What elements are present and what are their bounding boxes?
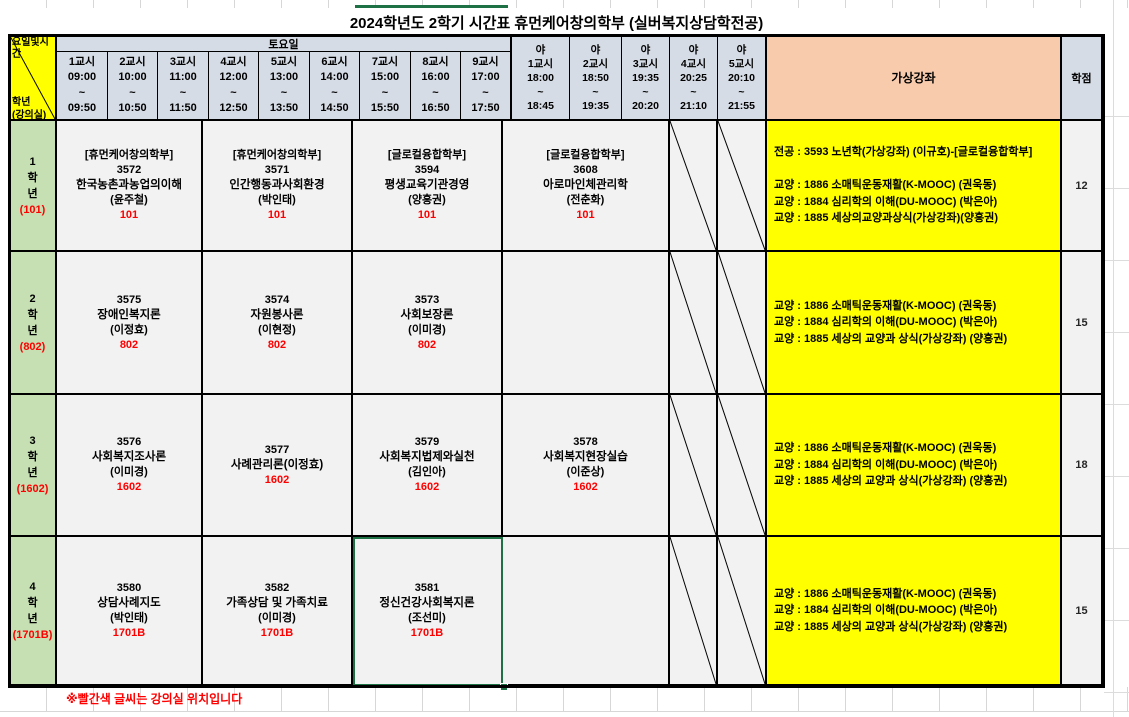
virtual-lecture-cell[interactable]: 교양 : 1886 소매틱운동재활(K-MOOC) (권욱동) 교양 : 188… bbox=[767, 395, 1062, 537]
class-cell[interactable]: 3575 장애인복지론 (이정효) 802 bbox=[57, 252, 203, 395]
empty-slot-cell[interactable] bbox=[670, 121, 718, 252]
class-cell[interactable]: [글로컬융합학부] 3608 아로마인체관리학 (전춘화) 101 bbox=[503, 121, 670, 252]
selected-column-indicator bbox=[355, 5, 508, 8]
night-period-5-header[interactable]: 야 5교시 20:10 ~21:55 bbox=[718, 36, 767, 121]
class-cell[interactable]: 3573 사회보장론 (이미경) 802 bbox=[353, 252, 503, 395]
diagonal-line-icon bbox=[718, 121, 765, 250]
corner-grade-label: 학년 (강의실) bbox=[12, 97, 47, 121]
class-cell[interactable]: [휴먼케어창의학부] 3572 한국농촌과농업의이해 (윤주철) 101 bbox=[57, 121, 203, 252]
footer-note: ※빨간색 글씨는 강의실 위치입니다 bbox=[66, 692, 243, 706]
period-1-header[interactable]: 1교시 09:00 ~09:50 bbox=[57, 52, 108, 121]
grade-1-cell[interactable]: 1 학 년 (101) bbox=[10, 121, 57, 252]
sheet-bottom-gridlines bbox=[0, 687, 1129, 712]
class-cell[interactable]: 3579 사회복지법제와실천 (김인아) 1602 bbox=[353, 395, 503, 537]
period-9-header[interactable]: 9교시 17:00 ~17:50 bbox=[461, 52, 512, 121]
sheet-right-row-gridlines bbox=[1104, 45, 1129, 705]
grade-4-cell[interactable]: 4 학 년 (1701B) bbox=[10, 537, 57, 686]
empty-slot-cell[interactable] bbox=[718, 121, 767, 252]
diagonal-line-icon bbox=[670, 252, 716, 393]
class-cell[interactable]: [휴먼케어창의학부] 3571 인간행동과사회환경 (박인태) 101 bbox=[203, 121, 353, 252]
credits-cell[interactable]: 15 bbox=[1062, 252, 1103, 395]
class-cell[interactable]: 3576 사회복지조사론 (이미경) 1602 bbox=[57, 395, 203, 537]
fill-handle[interactable] bbox=[500, 683, 508, 691]
class-cell[interactable]: 3578 사회복지현장실습 (이준상) 1602 bbox=[503, 395, 670, 537]
class-cell[interactable]: 3574 자원봉사론 (이현정) 802 bbox=[203, 252, 353, 395]
class-cell[interactable]: 3580 상담사례지도 (박인태) 1701B bbox=[57, 537, 203, 686]
empty-slot-cell[interactable] bbox=[718, 395, 767, 537]
diagonal-line-icon bbox=[670, 395, 716, 535]
credits-cell[interactable]: 18 bbox=[1062, 395, 1103, 537]
corner-day-grade-cell[interactable]: 요일및시간 학년 (강의실) bbox=[10, 36, 57, 121]
empty-slot-cell[interactable] bbox=[670, 395, 718, 537]
saturday-header[interactable]: 토요일 bbox=[57, 36, 512, 52]
period-4-header[interactable]: 4교시 12:00 ~12:50 bbox=[209, 52, 259, 121]
empty-slot-cell[interactable] bbox=[670, 252, 718, 395]
class-cell-selected[interactable]: 3581 정신건강사회복지론 (조선미) 1701B bbox=[353, 537, 503, 686]
class-cell[interactable]: 3582 가족상담 및 가족치료 (이미경) 1701B bbox=[203, 537, 353, 686]
virtual-lecture-cell[interactable]: 교양 : 1886 소매틱운동재활(K-MOOC) (권욱동) 교양 : 188… bbox=[767, 537, 1062, 686]
credits-cell[interactable]: 12 bbox=[1062, 121, 1103, 252]
night-period-4-header[interactable]: 야 4교시 20:25 ~21:10 bbox=[670, 36, 718, 121]
period-7-header[interactable]: 7교시 15:00 ~15:50 bbox=[360, 52, 411, 121]
period-6-header[interactable]: 6교시 14:00 ~14:50 bbox=[310, 52, 360, 121]
night-period-1-header[interactable]: 야 1교시 18:00 ~18:45 bbox=[512, 36, 570, 121]
night-period-2-header[interactable]: 야 2교시 18:50 ~19:35 bbox=[570, 36, 622, 121]
credits-cell[interactable]: 15 bbox=[1062, 537, 1103, 686]
corner-day-label: 요일및시간 bbox=[12, 37, 49, 60]
diagonal-line-icon bbox=[718, 252, 765, 393]
virtual-lecture-cell[interactable]: 전공 : 3593 노년학(가상강좌) (이규호)-[글로컬융합학부] 교양 :… bbox=[767, 121, 1062, 252]
virtual-lecture-header[interactable]: 가상강좌 bbox=[767, 36, 1062, 121]
class-cell[interactable]: 3577 사례관리론(이정효) 1602 bbox=[203, 395, 353, 537]
diagonal-line-icon bbox=[718, 395, 765, 535]
grade-3-cell[interactable]: 3 학 년 (1602) bbox=[10, 395, 57, 537]
diagonal-line-icon bbox=[670, 537, 716, 684]
empty-class-cell[interactable] bbox=[503, 252, 670, 395]
diagonal-line-icon bbox=[10, 36, 55, 119]
empty-slot-cell[interactable] bbox=[718, 252, 767, 395]
period-3-header[interactable]: 3교시 11:00 ~11:50 bbox=[158, 52, 209, 121]
empty-class-cell[interactable] bbox=[503, 537, 670, 686]
timetable-table: 요일및시간 학년 (강의실) 토요일 1교시 09:00 ~09:50 2교시 10:… bbox=[8, 34, 1105, 691]
period-5-header[interactable]: 5교시 13:00 ~13:50 bbox=[259, 52, 310, 121]
class-cell[interactable]: [글로컬융합학부] 3594 평생교육기관경영 (양흥권) 101 bbox=[353, 121, 503, 252]
period-8-header[interactable]: 8교시 16:00 ~16:50 bbox=[411, 52, 461, 121]
timetable-title[interactable]: 2024학년도 2학기 시간표 휴먼케어창의학부 (실버복지상담학전공) bbox=[349, 15, 764, 32]
diagonal-line-icon bbox=[718, 537, 765, 684]
sheet-top-gridlines bbox=[0, 0, 1129, 8]
period-2-header[interactable]: 2교시 10:00 ~10:50 bbox=[108, 52, 158, 121]
credits-header[interactable]: 학점 bbox=[1062, 36, 1103, 121]
diagonal-line-icon bbox=[670, 121, 716, 250]
empty-slot-cell[interactable] bbox=[670, 537, 718, 686]
night-period-3-header[interactable]: 야 3교시 19:35 ~20:20 bbox=[622, 36, 670, 121]
empty-slot-cell[interactable] bbox=[718, 537, 767, 686]
virtual-lecture-cell[interactable]: 교양 : 1886 소매틱운동재활(K-MOOC) (권욱동) 교양 : 188… bbox=[767, 252, 1062, 395]
grade-2-cell[interactable]: 2 학 년 (802) bbox=[10, 252, 57, 395]
